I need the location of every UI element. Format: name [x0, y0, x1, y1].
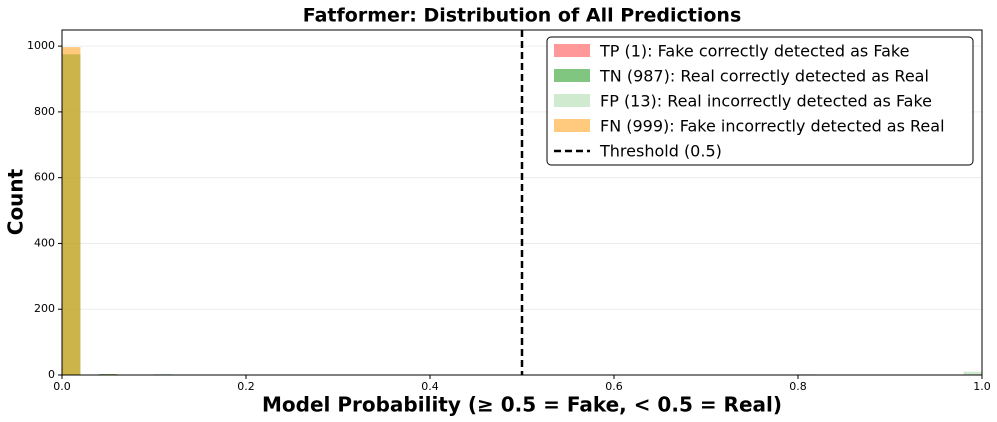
legend-swatch [554, 94, 590, 107]
x-tick-label: 0.2 [237, 380, 255, 393]
chart-title: Fatformer: Distribution of All Predictio… [303, 5, 742, 27]
legend-label: FP (13): Real incorrectly detected as Fa… [600, 92, 932, 111]
x-tick-label: 0.8 [789, 380, 807, 393]
x-tick-label: 0.4 [421, 380, 439, 393]
legend-label: TP (1): Fake correctly detected as Fake [599, 42, 909, 61]
y-axis-label: Count [4, 168, 28, 235]
legend-swatch [554, 44, 590, 57]
y-tick-label: 800 [34, 105, 55, 118]
y-tick-label: 400 [34, 236, 55, 249]
legend-swatch [554, 119, 590, 132]
legend-swatch [554, 69, 590, 82]
axes-frame [61, 29, 983, 376]
legend-label: Threshold (0.5) [599, 142, 722, 161]
legend-label: FN (999): Fake incorrectly detected as R… [600, 117, 945, 136]
y-tick-label: 200 [34, 302, 55, 315]
y-tick-label: 1000 [27, 39, 55, 52]
legend-box [546, 36, 974, 166]
y-tick-label: 0 [48, 368, 55, 381]
bar [963, 371, 982, 375]
x-tick-label: 1.0 [973, 380, 991, 393]
y-tick-label: 600 [34, 171, 55, 184]
x-tick-label: 0.0 [53, 380, 71, 393]
x-axis-label: Model Probability (≥ 0.5 = Fake, < 0.5 =… [262, 393, 782, 417]
legend-label: TN (987): Real correctly detected as Rea… [599, 67, 929, 86]
bar [62, 47, 81, 376]
x-tick-label: 0.6 [605, 380, 623, 393]
